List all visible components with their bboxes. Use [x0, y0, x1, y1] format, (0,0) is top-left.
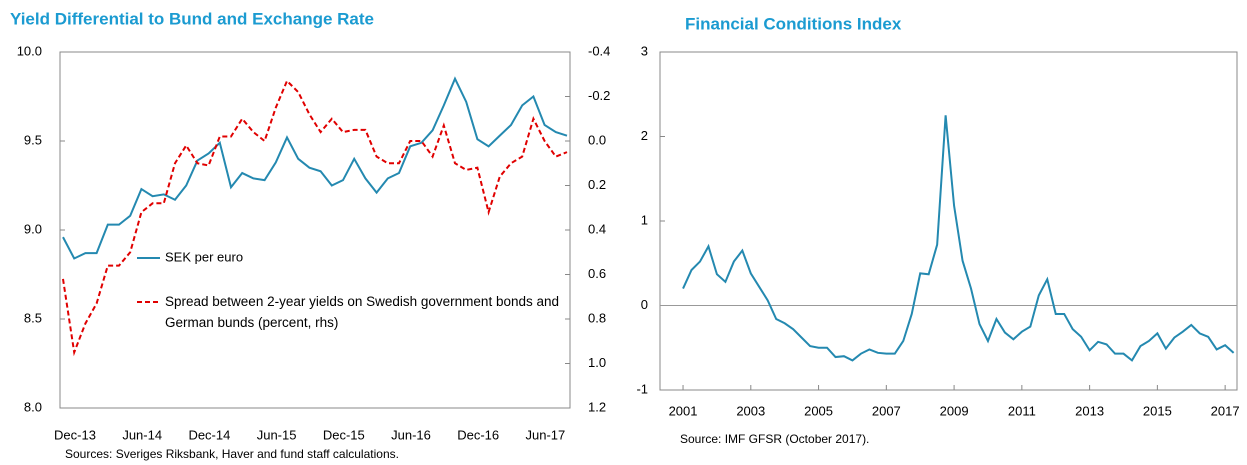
- y2-tick-label: 0.8: [588, 310, 606, 325]
- y2-tick-label: 0.2: [588, 177, 606, 192]
- x-tick-label: Dec-16: [457, 427, 499, 442]
- data-line: [62, 76, 568, 260]
- y-tick-label: 9.0: [24, 221, 42, 236]
- y-tick-label: 0: [641, 297, 648, 312]
- x-tick-label: 2011: [1008, 403, 1036, 418]
- x-tick-label: 2009: [940, 403, 969, 418]
- legend-label: SEK per euro: [165, 249, 243, 264]
- x-tick-label: Jun-17: [526, 427, 566, 442]
- x-tick-label: 2001: [669, 403, 698, 418]
- chart-title: Financial Conditions Index: [685, 14, 902, 33]
- y2-tick-label: 0.0: [588, 132, 606, 147]
- x-tick-label: 2003: [736, 403, 765, 418]
- x-tick-label: Jun-15: [257, 427, 297, 442]
- x-tick-label: 2017: [1211, 403, 1240, 418]
- source: Source: IMF GFSR (October 2017).: [680, 432, 869, 446]
- x-tick-label: Dec-13: [54, 427, 96, 442]
- source: Sources: Sveriges Riksbank, Haver and fu…: [65, 447, 399, 461]
- y-tick-label: 1: [641, 212, 648, 227]
- y2-tick-label: 0.4: [588, 221, 606, 236]
- x-tick-label: Dec-15: [323, 427, 365, 442]
- data-line: [62, 79, 568, 357]
- y2-tick-label: 0.6: [588, 266, 606, 281]
- chart-title: Yield Differential to Bund and Exchange …: [10, 9, 374, 28]
- x-tick-label: Dec-14: [188, 427, 230, 442]
- y-tick-label: 3: [641, 43, 648, 58]
- y-tick-label: 8.0: [24, 399, 42, 414]
- y2-tick-label: 1.2: [588, 399, 606, 414]
- y-tick-label: 8.5: [24, 310, 42, 325]
- y-tick-label: -1: [636, 381, 648, 396]
- y2-tick-label: -0.4: [588, 43, 610, 58]
- y-tick-label: 9.5: [24, 132, 42, 147]
- data-line: [682, 115, 1235, 362]
- y2-tick-label: 1.0: [588, 355, 606, 370]
- x-tick-label: Jun-14: [122, 427, 162, 442]
- y-tick-label: 2: [641, 128, 648, 143]
- y2-tick-label: -0.2: [588, 88, 610, 103]
- x-tick-label: 2013: [1075, 403, 1104, 418]
- x-tick-label: 2005: [804, 403, 833, 418]
- x-tick-label: 2015: [1143, 403, 1172, 418]
- y-tick-label: 10.0: [17, 43, 42, 58]
- x-tick-label: 2007: [872, 403, 901, 418]
- x-tick-label: Jun-16: [391, 427, 431, 442]
- legend-label: Spread between 2-year yields on Swedish …: [165, 294, 559, 330]
